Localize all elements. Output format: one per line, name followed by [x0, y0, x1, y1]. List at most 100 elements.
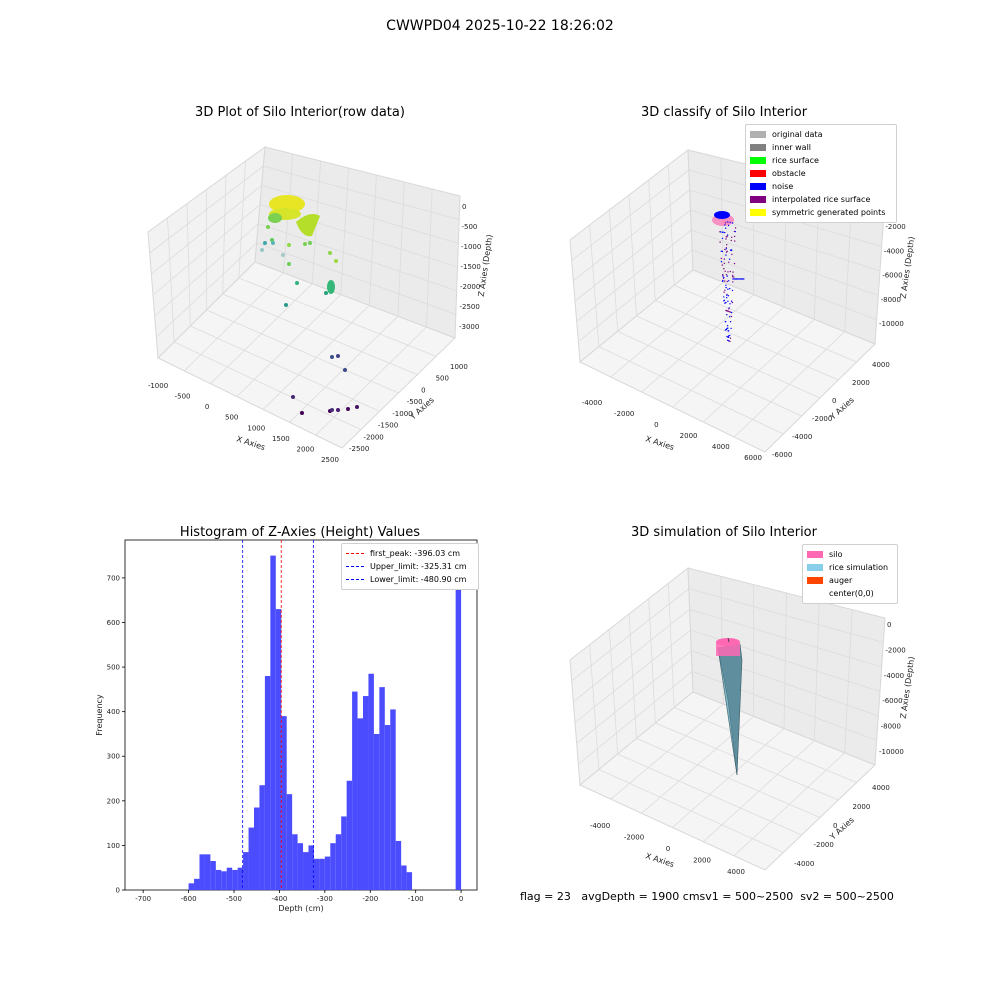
histogram-bar: [248, 827, 254, 890]
legend-item: interpolated rice surface: [750, 193, 892, 206]
classify-point: [726, 327, 728, 330]
legend-swatch: [807, 551, 823, 558]
classify-point: [723, 258, 726, 260]
classify-point: [728, 280, 730, 282]
histogram-x-tick-label: -500: [226, 895, 242, 903]
classify-point: [734, 230, 736, 233]
histogram-bar: [210, 861, 216, 890]
classify-x-tick: 2000: [680, 432, 698, 440]
classify-point: [733, 278, 735, 280]
classify-x-tick: -2000: [614, 410, 634, 418]
classify-point: [723, 299, 726, 301]
legend-item: center(0,0): [807, 587, 893, 600]
raw-point-cluster: [327, 280, 335, 294]
classify-point: [732, 281, 734, 283]
histogram-bar: [204, 854, 211, 890]
raw-z-tick: -500: [462, 223, 478, 231]
classify-point: [733, 262, 736, 265]
classify-point: [724, 248, 726, 251]
legend-item: obstacle: [750, 167, 892, 180]
classify-point: [729, 270, 731, 273]
legend-swatch: [807, 564, 823, 571]
legend-label: rice surface: [772, 156, 819, 165]
histogram-ylabel: Frequency: [95, 694, 104, 736]
classify-3d-xlabel: X Axies: [644, 434, 675, 452]
classify-point: [724, 270, 726, 272]
histogram-y-tick-label: 300: [107, 753, 120, 761]
grid-line: [578, 671, 693, 765]
raw-data-point: [284, 303, 288, 307]
classify-point: [724, 280, 726, 282]
raw-x-tick: 0: [205, 403, 209, 411]
classify-point: [729, 316, 731, 318]
grid-line: [703, 740, 815, 842]
grid-line: [184, 272, 284, 372]
classify-point: [723, 291, 725, 293]
classify-point: [739, 278, 741, 280]
legend-item: rice simulation: [807, 561, 893, 574]
histogram-y-tick-label: 100: [107, 842, 120, 850]
histogram-frame: [124, 539, 478, 891]
grid-line: [689, 608, 882, 668]
classify-point: [726, 294, 728, 296]
legend-swatch: [750, 170, 766, 177]
classify-point: [727, 335, 730, 337]
classify-point: [730, 311, 733, 314]
classify-point: [730, 327, 732, 330]
histogram-bar: [352, 691, 358, 890]
grid-line: [210, 283, 313, 384]
classify-point: [730, 300, 733, 302]
legend-swatch: [750, 144, 766, 151]
classify-z-tick: -4000: [884, 247, 904, 255]
classify-point: [743, 278, 745, 280]
histogram-y-tick-label: 500: [107, 664, 120, 672]
raw-y-tick: -1000: [392, 410, 412, 418]
center-marker: [727, 637, 730, 643]
histogram-bar: [313, 858, 320, 890]
raw-3d-panel: 3D Plot of Silo Interior(row data) -1000…: [147, 105, 494, 464]
legend-label: silo: [829, 550, 843, 559]
classify-point: [726, 244, 728, 246]
histogram-bar: [253, 807, 260, 890]
classify-point: [722, 231, 724, 233]
raw-data-point: [287, 262, 291, 266]
classify-point: [733, 276, 735, 278]
raw-z-tick: 0: [462, 203, 466, 211]
sim-3d-xlabel: X Axies: [644, 851, 675, 869]
classify-point: [724, 289, 726, 291]
histogram-bar: [221, 871, 227, 890]
legend-swatch: [750, 209, 766, 216]
sim-z-tick: 0: [887, 621, 891, 629]
classify-z-tick: -6000: [882, 272, 902, 280]
classify-point: [729, 303, 731, 305]
legend-item: Upper_limit: -325.31 cm: [346, 560, 474, 573]
classify-point: [722, 279, 724, 282]
histogram-bar: [237, 867, 244, 890]
sim-x-tick: 2000: [693, 857, 711, 865]
legend-swatch: [750, 183, 766, 190]
classify-z-tick: -10000: [879, 320, 904, 328]
classify-point: [725, 251, 728, 253]
legend-swatch: [807, 577, 823, 584]
raw-point-cluster: [269, 195, 305, 213]
raw-data-point: [330, 408, 334, 412]
classify-point: [729, 337, 732, 339]
histogram-x-tick-label: -600: [181, 895, 197, 903]
classify-point: [725, 227, 727, 229]
legend-swatch: [807, 590, 823, 597]
grid-line: [691, 229, 879, 296]
classify-point: [731, 253, 733, 256]
raw-x-tick: 2000: [297, 445, 315, 453]
histogram-bar: [319, 858, 325, 890]
histogram-bar: [259, 785, 265, 890]
grid-line: [154, 223, 259, 317]
raw-y-tick: -2500: [349, 445, 369, 453]
histogram-xlabel: Depth (cm): [278, 904, 323, 913]
histogram-bar: [335, 834, 342, 890]
grid-line: [610, 282, 724, 378]
classify-point: [720, 250, 722, 252]
raw-3d-xlabel: X Axies: [235, 434, 266, 452]
histogram-title: Histogram of Z-Axies (Height) Values: [180, 525, 420, 540]
legend-swatch: [750, 131, 766, 138]
